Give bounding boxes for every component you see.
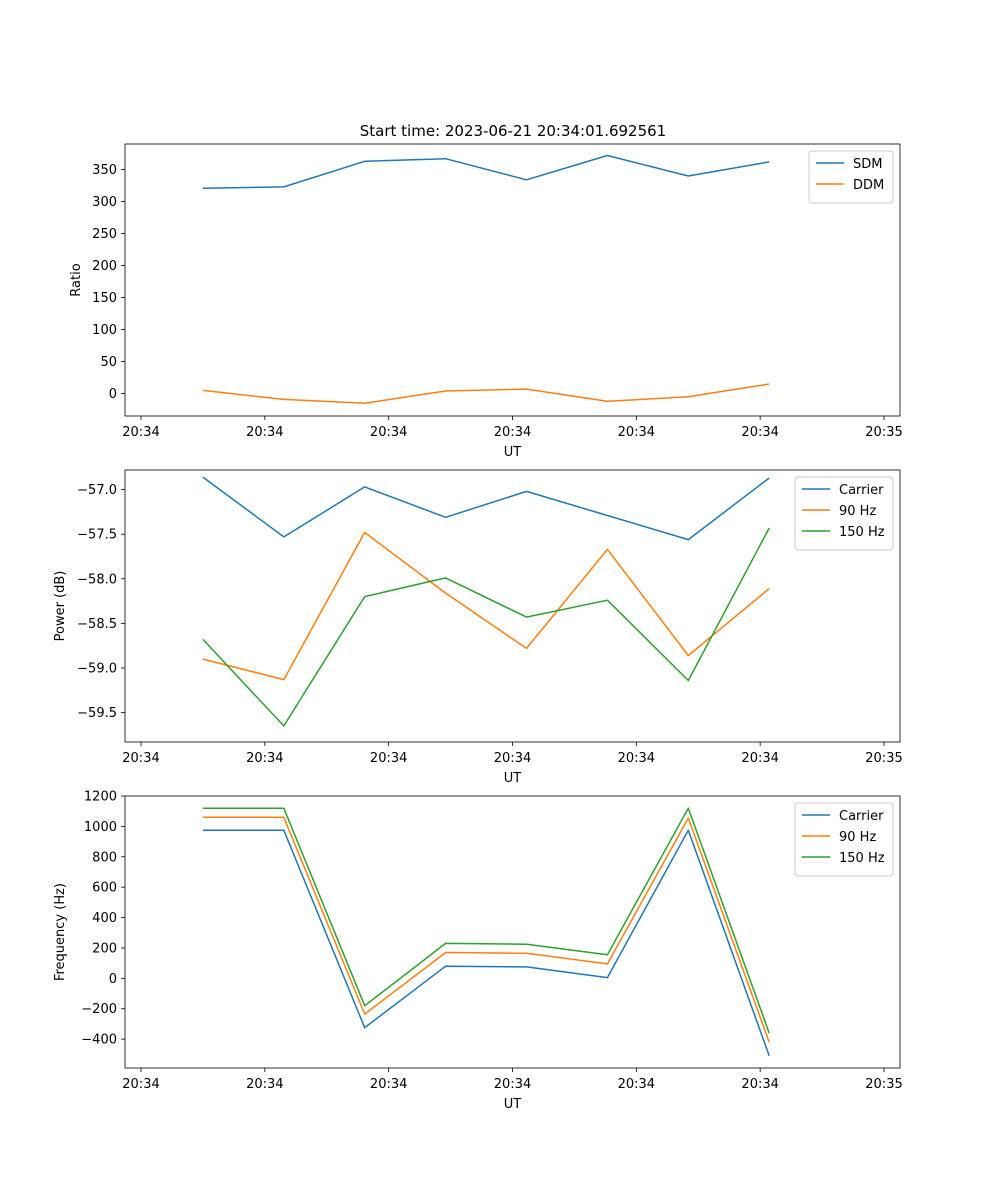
x-tick-label: 20:34 xyxy=(122,1077,159,1092)
y-tick-label: 100 xyxy=(92,323,117,338)
y-tick-label: −400 xyxy=(81,1033,117,1048)
x-tick-label: 20:34 xyxy=(370,1077,407,1092)
y-tick-label: 800 xyxy=(92,850,117,865)
series-line-sdm xyxy=(202,154,770,189)
legend-entry: DDM xyxy=(853,178,884,193)
x-tick-label: 20:34 xyxy=(246,751,283,766)
y-tick-label: 600 xyxy=(92,881,117,896)
legend-entry: 150 Hz xyxy=(839,525,885,540)
x-tick-label: 20:34 xyxy=(618,1077,655,1092)
x-tick-label: 20:34 xyxy=(122,751,159,766)
plot-frame xyxy=(124,469,901,743)
y-tick-label: −59.0 xyxy=(77,661,117,676)
x-tick-label: 20:34 xyxy=(494,751,531,766)
y-tick-label: −57.0 xyxy=(77,483,117,498)
x-tick-label: 20:35 xyxy=(865,1077,902,1092)
y-tick-label: 200 xyxy=(92,259,117,274)
legend-entry: Carrier xyxy=(839,809,884,824)
x-tick-label: 20:34 xyxy=(246,1077,283,1092)
x-tick-label: 20:34 xyxy=(741,751,778,766)
legend-entry: 150 Hz xyxy=(839,851,885,866)
x-tick-label: 20:34 xyxy=(494,1077,531,1092)
y-tick-label: −200 xyxy=(81,1002,117,1017)
x-tick-label: 20:34 xyxy=(246,425,283,440)
y-tick-label: −59.5 xyxy=(77,706,117,721)
x-tick-label: 20:34 xyxy=(370,751,407,766)
plot-frame xyxy=(124,143,901,417)
y-tick-label: 0 xyxy=(109,972,117,987)
x-axis-label: UT xyxy=(504,445,522,460)
legend-entry: 90 Hz xyxy=(839,830,876,845)
x-tick-label: 20:34 xyxy=(741,1077,778,1092)
y-tick-label: 0 xyxy=(109,387,117,402)
y-tick-label: 1200 xyxy=(84,790,117,805)
figure-title: Start time: 2023-06-21 20:34:01.692561 xyxy=(360,122,666,140)
plot-frame xyxy=(124,795,901,1069)
chart-1: 20:34 20:34 20:34 20:34 20:34 20:34 20:35 0 50 10… xyxy=(69,143,903,460)
legend: Carrier 90 Hz 150 Hz xyxy=(794,802,894,877)
legend: Carrier 90 Hz 150 Hz xyxy=(794,476,894,551)
y-axis-label: Power (dB) xyxy=(53,571,68,642)
x-axis-label: UT xyxy=(504,771,522,786)
series-line-carrier xyxy=(202,829,770,1057)
series-line-150-hz xyxy=(202,527,770,727)
series-line-90-hz xyxy=(202,531,770,681)
y-tick-label: −58.0 xyxy=(77,572,117,587)
legend-entry: SDM xyxy=(853,157,882,172)
legend: SDM DDM xyxy=(808,150,894,204)
x-tick-label: 20:35 xyxy=(865,425,902,440)
x-tick-label: 20:34 xyxy=(370,425,407,440)
series-line-carrier xyxy=(202,476,770,541)
y-tick-label: −58.5 xyxy=(77,617,117,632)
y-tick-label: 200 xyxy=(92,941,117,956)
legend-entry: 90 Hz xyxy=(839,504,876,519)
series-line-150-hz xyxy=(202,807,770,1034)
y-tick-label: 300 xyxy=(92,195,117,210)
x-axis-label: UT xyxy=(504,1097,522,1112)
x-tick-label: 20:34 xyxy=(618,425,655,440)
chart-2: 20:34 20:34 20:34 20:34 20:34 20:34 20:35 −59.5… xyxy=(53,469,903,786)
y-tick-label: −57.5 xyxy=(77,528,117,543)
y-tick-label: 400 xyxy=(92,911,117,926)
y-tick-label: 150 xyxy=(92,291,117,306)
y-tick-label: 50 xyxy=(100,355,117,370)
x-tick-label: 20:34 xyxy=(618,751,655,766)
x-tick-label: 20:34 xyxy=(494,425,531,440)
y-axis-label: Frequency (Hz) xyxy=(53,883,68,981)
x-tick-label: 20:35 xyxy=(865,751,902,766)
series-line-90-hz xyxy=(202,816,770,1043)
series-line-ddm xyxy=(202,383,770,404)
legend-entry: Carrier xyxy=(839,483,884,498)
y-tick-label: 350 xyxy=(92,163,117,178)
legend-box xyxy=(808,150,894,204)
y-tick-label: 250 xyxy=(92,227,117,242)
y-tick-label: 1000 xyxy=(84,820,117,835)
y-axis-label: Ratio xyxy=(69,263,84,296)
chart-3: 20:34 20:34 20:34 20:34 20:34 20:34 20:35 −400 −… xyxy=(53,790,903,1113)
x-tick-label: 20:34 xyxy=(122,425,159,440)
x-tick-label: 20:34 xyxy=(741,425,778,440)
